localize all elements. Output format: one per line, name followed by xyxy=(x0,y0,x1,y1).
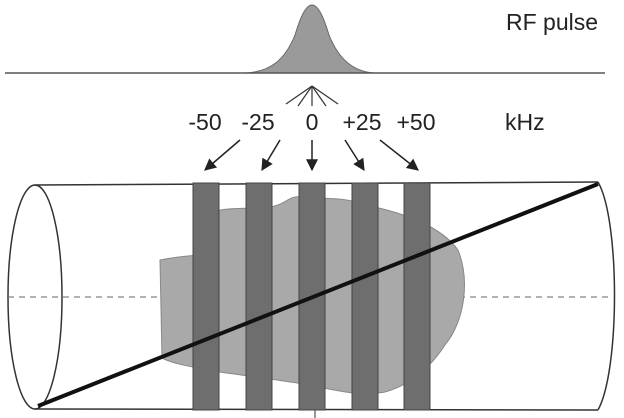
pulse-label: RF pulse xyxy=(506,9,598,35)
unit-label: kHz xyxy=(505,109,545,135)
frequency-label: +25 xyxy=(342,109,381,135)
arrows xyxy=(204,139,419,172)
rf-pulse-shape xyxy=(244,4,376,74)
frequency-label: +50 xyxy=(396,109,435,135)
frequency-label: 0 xyxy=(306,109,319,135)
fan xyxy=(285,85,339,107)
frequency-label: -50 xyxy=(188,109,221,135)
gradient-line xyxy=(37,182,599,408)
frequency-label: -25 xyxy=(241,109,274,135)
